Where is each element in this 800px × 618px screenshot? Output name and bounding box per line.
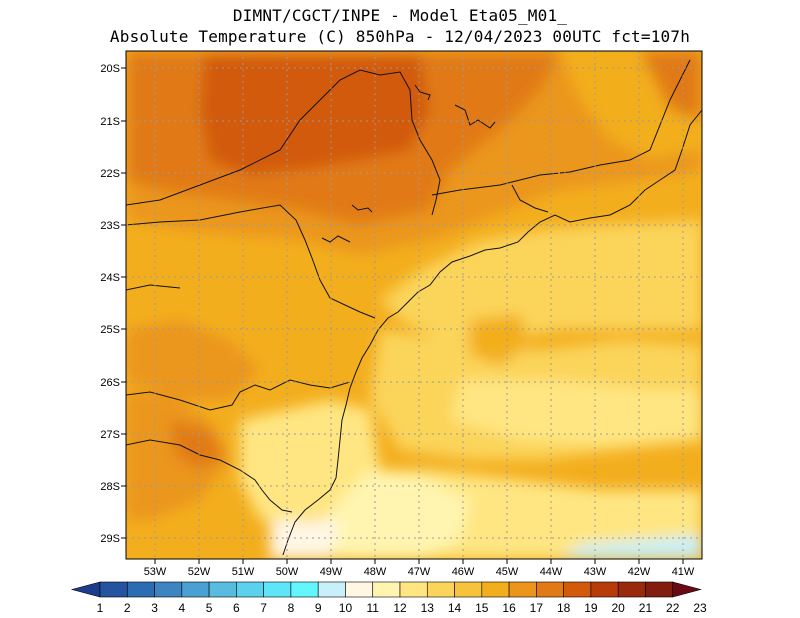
colorbar-swatch <box>99 581 128 598</box>
lat-label: 25S <box>100 324 120 336</box>
lon-label: 50W <box>276 566 299 578</box>
colorbar-swatch <box>290 581 319 598</box>
colorbar-label: 18 <box>557 601 571 615</box>
lon-label: 41W <box>672 566 695 578</box>
lon-label: 49W <box>320 566 343 578</box>
lon-label: 45W <box>496 566 519 578</box>
lat-label: 28S <box>100 481 120 493</box>
colorbar-label: 14 <box>448 601 462 615</box>
colorbar-swatch <box>70 581 101 598</box>
lon-label: 52W <box>188 566 211 578</box>
lon-axis: 53W 52W 51W 50W 49W 48W 47W 46W 45W 44W … <box>144 559 695 578</box>
colorbar-label: 22 <box>666 601 680 615</box>
colorbar-swatch <box>590 581 619 598</box>
colorbar-swatch <box>645 581 674 598</box>
colorbar-swatch <box>126 581 155 598</box>
lon-label: 48W <box>364 566 387 578</box>
colorbar-swatch <box>399 581 428 598</box>
lat-label: 23S <box>100 220 120 232</box>
lat-label: 26S <box>100 377 120 389</box>
colorbar-swatch <box>154 581 183 598</box>
colorbar-label: 11 <box>366 601 379 615</box>
colorbar-swatch <box>372 581 401 598</box>
colorbar-label: 3 <box>151 601 158 615</box>
colorbar-label: 13 <box>421 601 435 615</box>
colorbar-swatch <box>563 581 592 598</box>
colorbar-swatch <box>617 581 646 598</box>
lat-label: 22S <box>100 168 120 180</box>
colorbar-swatch <box>181 581 210 598</box>
colorbar-label: 10 <box>339 601 353 615</box>
colorbar-swatch <box>236 581 264 598</box>
lon-label: 44W <box>540 566 563 578</box>
colorbar-swatch <box>454 581 483 598</box>
lon-label: 46W <box>452 566 475 578</box>
lat-label: 21S <box>100 116 120 128</box>
map-title-line2: Absolute Temperature (C) 850hPa - 12/04/… <box>109 27 691 46</box>
lon-label: 47W <box>408 566 431 578</box>
colorbar-label: 8 <box>288 601 295 615</box>
map-frame <box>125 50 703 560</box>
colorbar-label: 15 <box>475 601 489 615</box>
colorbar-swatch <box>208 581 237 598</box>
colorbar-swatch <box>426 581 455 598</box>
lat-label: 29S <box>100 533 120 545</box>
lakes <box>321 84 496 243</box>
colorbar-label: 17 <box>530 601 544 615</box>
lat-label: 27S <box>100 429 120 441</box>
colorbar-label: 6 <box>233 601 240 615</box>
colorbar-label: 16 <box>502 601 516 615</box>
lon-label: 43W <box>584 566 607 578</box>
colorbar-swatch <box>508 581 537 598</box>
colorbar-swatch <box>263 581 292 598</box>
colorbar-label: 2 <box>124 601 131 615</box>
colorbar-label: 4 <box>178 601 185 615</box>
lon-label: 51W <box>232 566 255 578</box>
lon-label: 53W <box>144 566 167 578</box>
borders <box>126 59 702 556</box>
lon-label: 42W <box>628 566 651 578</box>
colorbar-swatch <box>345 581 374 598</box>
lat-axis: 20S 21S 22S 23S 24S 25S 26S 27S 28S 29S <box>100 63 126 545</box>
colorbar-label: 5 <box>206 601 213 615</box>
colorbar-label: 21 <box>639 601 653 615</box>
colorbar-label: 9 <box>315 601 322 615</box>
colorbar-swatch <box>481 581 510 598</box>
colorbar-label: 12 <box>393 601 407 615</box>
lat-label: 24S <box>100 272 120 284</box>
lat-label: 20S <box>100 63 120 75</box>
colorbar-swatch <box>317 581 346 598</box>
colorbar-swatch <box>672 581 702 598</box>
gridlines <box>126 51 702 559</box>
colorbar-label: 7 <box>260 601 267 615</box>
map-title-line1: DIMNT/CGCT/INPE - Model Eta05_M01_ <box>232 6 568 25</box>
colorbar-label: 20 <box>612 601 626 615</box>
colorbar-swatch <box>536 581 564 598</box>
colorbar-label: 19 <box>584 601 598 615</box>
colorbar-label: 23 <box>693 601 707 615</box>
colorbar-label: 1 <box>97 601 104 615</box>
